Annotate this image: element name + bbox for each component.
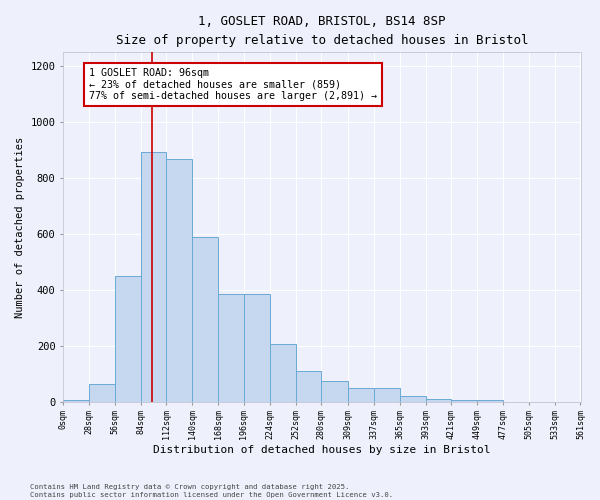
Title: 1, GOSLET ROAD, BRISTOL, BS14 8SP
Size of property relative to detached houses i: 1, GOSLET ROAD, BRISTOL, BS14 8SP Size o… [116,15,528,47]
Bar [400,396,425,402]
Bar [374,388,400,402]
Bar [140,152,166,402]
Bar [166,158,192,402]
Bar [348,388,374,402]
Bar [115,276,140,402]
Bar [451,400,477,402]
Bar [270,344,296,402]
Bar [89,384,115,402]
Y-axis label: Number of detached properties: Number of detached properties [15,136,25,318]
Bar [244,294,270,402]
Text: Contains HM Land Registry data © Crown copyright and database right 2025.
Contai: Contains HM Land Registry data © Crown c… [30,484,393,498]
Bar [218,294,244,402]
Bar [322,381,348,402]
Text: 1 GOSLET ROAD: 96sqm
← 23% of detached houses are smaller (859)
77% of semi-deta: 1 GOSLET ROAD: 96sqm ← 23% of detached h… [89,68,377,101]
Bar [425,399,451,402]
Bar [63,400,89,402]
Bar [477,400,503,402]
Bar [296,371,322,402]
Bar [192,237,218,402]
X-axis label: Distribution of detached houses by size in Bristol: Distribution of detached houses by size … [153,445,491,455]
